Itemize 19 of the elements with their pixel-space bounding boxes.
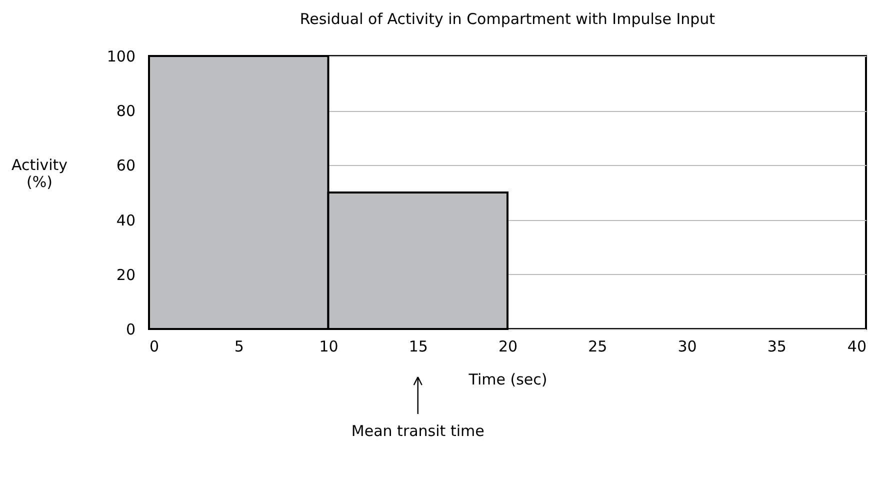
x-tick-label: 20 (498, 338, 518, 356)
x-tick-label: 35 (767, 338, 786, 356)
x-tick-label: 30 (678, 338, 697, 356)
x-axis-title: Time (sec) (468, 370, 548, 388)
x-tick-label: 15 (408, 338, 428, 356)
annotation: Mean transit time (351, 422, 484, 440)
x-tick-label: 0 (150, 338, 160, 356)
chart-title: Residual of Activity in Compartment with Impulse Input (300, 10, 716, 28)
x-tick-label: 25 (588, 338, 608, 356)
y-tick-label: 80 (116, 102, 136, 120)
x-tick-label: 40 (847, 338, 866, 356)
y-tick-label: 0 (126, 320, 136, 338)
x-tick-label: 10 (319, 338, 338, 356)
y-tick-label: 40 (116, 211, 136, 230)
x-tick-label: 5 (234, 338, 244, 356)
y-tick-label: 20 (116, 266, 136, 284)
y-tick-label: 100 (106, 48, 136, 66)
y-tick-label: 60 (116, 156, 136, 175)
y-axis-title: Activity (%) (11, 156, 68, 191)
